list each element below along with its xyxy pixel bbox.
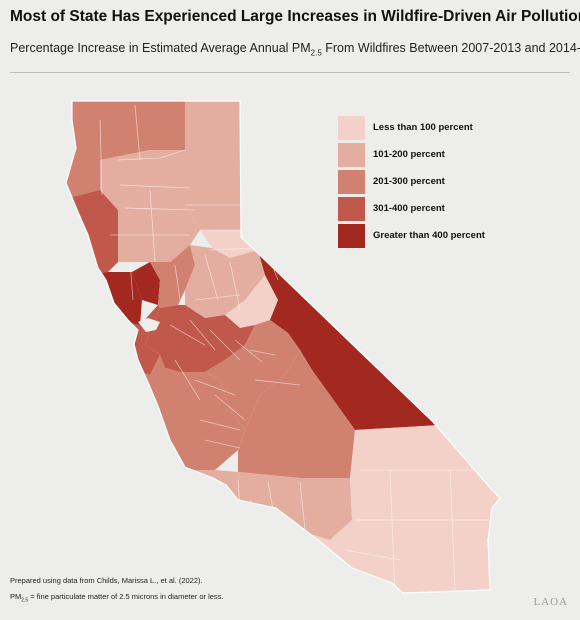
- state-outline: [65, 100, 501, 594]
- region-south-valley: [205, 320, 300, 430]
- region-tulare-kern-east: [238, 350, 355, 478]
- region-north-coast: [66, 190, 118, 280]
- region-napa-solano: [132, 262, 160, 305]
- legend-item-3: 201-300 percent: [338, 168, 485, 195]
- legend-swatch-2: [338, 142, 365, 167]
- region-upper-sacramento-valley: [100, 150, 200, 262]
- region-los-angeles: [238, 472, 352, 540]
- definition-note: PM2.5 = fine particulate matter of 2.5 m…: [10, 592, 224, 604]
- legend-item-4: 301-400 percent: [338, 195, 485, 222]
- legend-label-1: Less than 100 percent: [373, 122, 473, 133]
- legend-label-2: 101-200 percent: [373, 149, 445, 160]
- region-northeast: [185, 101, 250, 230]
- legend-item-5: Greater than 400 percent: [338, 222, 485, 249]
- legend-label-5: Greater than 400 percent: [373, 230, 485, 241]
- san-francisco-bay: [138, 318, 160, 332]
- legend-swatch-5: [338, 223, 365, 248]
- page-subtitle: Percentage Increase in Estimated Average…: [10, 41, 580, 58]
- region-bay-south: [66, 305, 160, 375]
- legend-label-3: 201-300 percent: [373, 176, 445, 187]
- region-alpine-mono-west: [225, 275, 278, 328]
- legend-label-4: 301-400 percent: [373, 203, 445, 214]
- page-title: Most of State Has Experienced Large Incr…: [10, 8, 580, 25]
- legend-item-1: Less than 100 percent: [338, 114, 485, 141]
- region-southeast-desert: [350, 425, 500, 593]
- region-sacramento: [150, 245, 195, 308]
- legend-swatch-4: [338, 196, 365, 221]
- legend-item-2: 101-200 percent: [338, 141, 485, 168]
- legend: Less than 100 percent 101-200 percent 20…: [338, 114, 485, 249]
- region-central-sierra: [185, 245, 265, 318]
- region-northwest: [66, 101, 185, 200]
- lao-logo: LAOA: [533, 596, 568, 608]
- region-central-valley: [145, 305, 255, 372]
- legend-swatch-1: [338, 115, 365, 140]
- title-divider: [10, 72, 570, 73]
- source-note: Prepared using data from Childs, Marissa…: [10, 576, 203, 585]
- legend-swatch-3: [338, 169, 365, 194]
